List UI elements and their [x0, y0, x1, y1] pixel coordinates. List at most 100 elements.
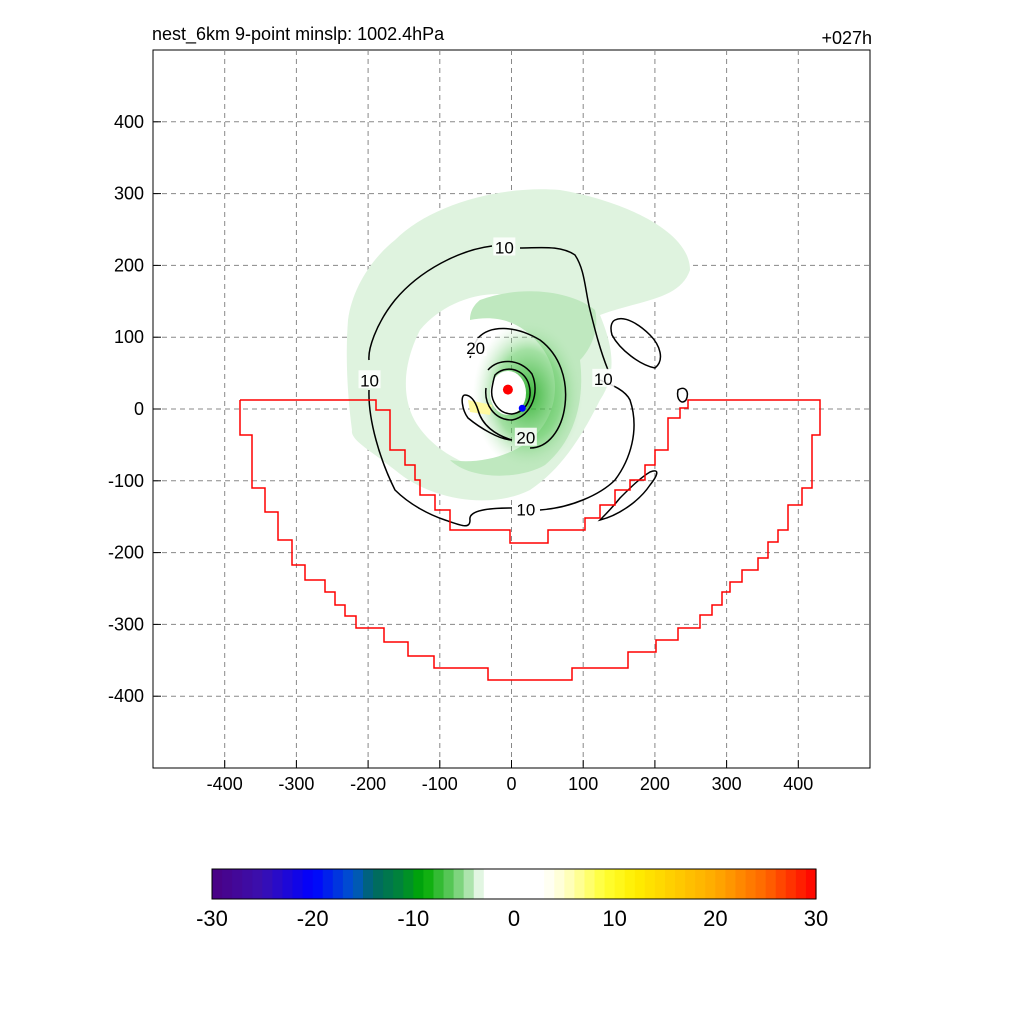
- colorbar-tick-label: 0: [508, 906, 520, 931]
- colorbar-swatch: [383, 869, 394, 899]
- colorbar-tick-label: 10: [602, 906, 626, 931]
- colorbar: [211, 868, 817, 900]
- colorbar-swatch: [413, 869, 424, 899]
- colorbar-swatch: [423, 869, 435, 899]
- marker-secondary: [518, 404, 526, 412]
- colorbar-swatch: [262, 869, 273, 899]
- y-tick-label: -200: [108, 543, 144, 563]
- colorbar-tick-labels: -30 -20 -10 0 10 20 30: [196, 906, 828, 931]
- contour-inner: [490, 368, 531, 415]
- colorbar-swatch: [624, 869, 636, 899]
- colorbar-swatch: [554, 869, 565, 899]
- contour-label: 10: [360, 371, 379, 390]
- colorbar-swatch: [222, 869, 233, 899]
- colorbar-swatch: [473, 869, 485, 899]
- x-tick-label: 0: [506, 774, 516, 794]
- colorbar-swatch: [775, 869, 787, 899]
- contour-label: 20: [516, 429, 535, 448]
- colorbar-swatch: [463, 869, 475, 899]
- colorbar-swatch: [483, 869, 495, 899]
- colorbar-swatch: [373, 869, 384, 899]
- colorbar-swatch: [282, 869, 294, 899]
- x-tick-label: -400: [207, 774, 243, 794]
- colorbar-swatch: [574, 869, 586, 899]
- colorbar-swatch: [675, 869, 686, 899]
- title-right: +027h: [821, 28, 872, 48]
- contour-label: 10: [495, 238, 514, 257]
- marker-center: [502, 384, 513, 395]
- colorbar-swatch: [725, 869, 737, 899]
- colorbar-swatch: [654, 869, 666, 899]
- colorbar-swatch: [453, 869, 465, 899]
- contour-inner-2: [485, 360, 536, 421]
- colorbar-tick-label: -10: [397, 906, 429, 931]
- colorbar-swatch: [212, 869, 223, 899]
- colorbar-swatch: [795, 869, 807, 899]
- colorbar-swatch: [665, 869, 676, 899]
- contour-label-bg: [514, 427, 537, 446]
- colorbar-swatch: [805, 869, 817, 899]
- colorbar-swatch: [735, 869, 747, 899]
- y-tick-label: 0: [134, 399, 144, 419]
- contour-label: 10: [516, 501, 535, 520]
- contour-label-bg: [358, 370, 381, 389]
- y-tick-label: 400: [114, 112, 144, 132]
- colorbar-swatch: [584, 869, 596, 899]
- colorbar-swatch: [272, 869, 284, 899]
- yellow-patch: [468, 400, 492, 415]
- y-tick-labels: 400 300 200 100 0 -100 -200 -300 -400: [108, 112, 161, 706]
- contour-10-east: [610, 318, 662, 369]
- colorbar-swatch: [302, 869, 314, 899]
- x-tick-label: 100: [568, 774, 598, 794]
- contour-label-bg: [514, 499, 537, 518]
- y-tick-label: -400: [108, 686, 144, 706]
- contour-label: 20: [466, 339, 485, 358]
- colorbar-swatch: [524, 869, 535, 899]
- colorbar-swatch: [604, 869, 616, 899]
- colorbar-swatch: [433, 869, 445, 899]
- colorbar-swatch: [695, 869, 706, 899]
- colorbar-swatch: [745, 869, 757, 899]
- colorbar-swatch: [644, 869, 656, 899]
- colorbar-swatch: [403, 869, 414, 899]
- colorbar-swatch: [232, 869, 243, 899]
- colorbar-swatch: [393, 869, 404, 899]
- colorbar-swatch: [614, 869, 626, 899]
- colorbar-swatch: [342, 869, 354, 899]
- colorbar-swatch: [755, 869, 767, 899]
- outer-light-green-band: [346, 189, 690, 501]
- colorbar-swatch: [312, 869, 324, 899]
- y-tick-label: -100: [108, 471, 144, 491]
- colorbar-swatch: [242, 869, 253, 899]
- colorbar-swatch: [363, 869, 374, 899]
- colorbar-swatch: [564, 869, 575, 899]
- colorbar-swatch: [514, 869, 525, 899]
- colorbar-swatch: [503, 869, 515, 899]
- contour-label-bg: [592, 368, 615, 387]
- colorbar-frame: [211, 868, 817, 900]
- colorbar-tick-label: -30: [196, 906, 228, 931]
- y-tick-label: 100: [114, 327, 144, 347]
- contour-lines: [368, 245, 689, 527]
- contour-label-bg: [493, 237, 516, 256]
- contour-10-southeast: [597, 470, 658, 522]
- colorbar-swatch: [544, 869, 555, 899]
- x-tick-label: 300: [712, 774, 742, 794]
- markers: [502, 384, 526, 412]
- colorbar-swatch: [705, 869, 716, 899]
- contour-10-small-east: [676, 387, 689, 403]
- colorbar-swatch: [715, 869, 726, 899]
- colorbar-swatch: [765, 869, 777, 899]
- colorbar-swatch: [685, 869, 696, 899]
- colorbar-swatch: [352, 869, 364, 899]
- colorbar-swatch: [292, 869, 304, 899]
- contour-label: 10: [594, 370, 613, 389]
- x-tick-label: -200: [350, 774, 386, 794]
- colorbar-tick-label: -20: [297, 906, 329, 931]
- contour-labels: 10 10 10 10 20 20: [358, 237, 615, 520]
- y-tick-label: -300: [108, 614, 144, 634]
- colorbar-swatch: [634, 869, 646, 899]
- contour-10-outer: [368, 245, 635, 527]
- colorbar-tick-label: 20: [703, 906, 727, 931]
